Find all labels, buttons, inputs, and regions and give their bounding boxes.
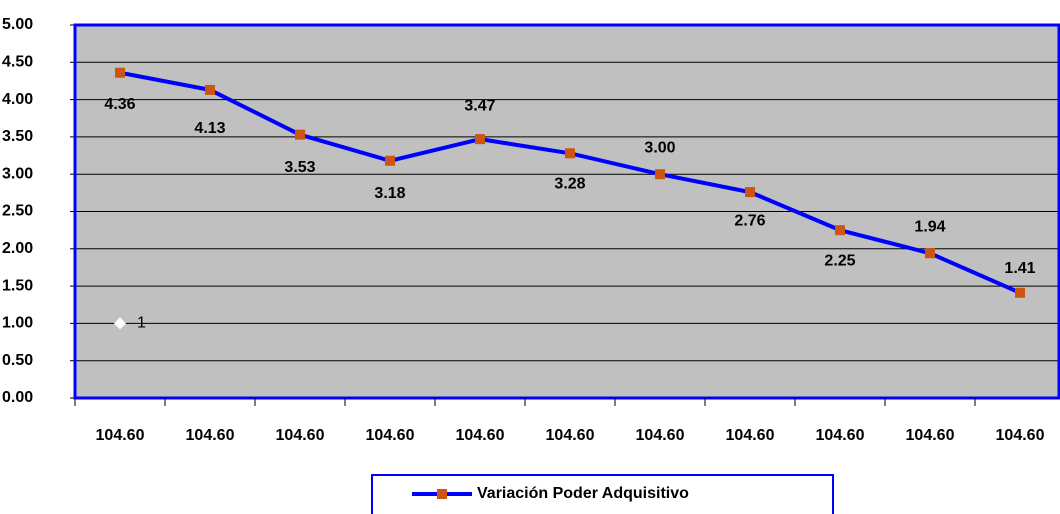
x-tick-label: 104.60	[456, 427, 505, 444]
y-tick-label: 5.00	[2, 16, 33, 33]
y-tick-label: 1.00	[2, 315, 33, 332]
point-marker	[1015, 287, 1025, 298]
x-tick-label: 104.60	[96, 427, 145, 444]
x-tick-label: 104.60	[906, 427, 955, 444]
point-marker	[565, 148, 575, 159]
data-label: 3.47	[464, 97, 495, 114]
point-marker	[925, 248, 935, 259]
point-marker	[835, 225, 845, 236]
data-label: 4.36	[104, 96, 135, 113]
point-marker	[205, 84, 215, 95]
legend-label: Variación Poder Adquisitivo	[477, 485, 689, 502]
x-tick-label: 104.60	[816, 427, 865, 444]
point-marker	[115, 67, 125, 78]
legend-marker	[437, 489, 447, 499]
y-tick-label: 4.50	[2, 54, 33, 71]
y-tick-label: 0.00	[2, 389, 33, 406]
x-tick-label: 104.60	[366, 427, 415, 444]
data-label: 1.41	[1004, 260, 1035, 277]
point-marker	[745, 187, 755, 198]
y-tick-label: 3.50	[2, 128, 33, 145]
y-tick-label: 2.50	[2, 203, 33, 220]
plot-border	[73, 23, 1060, 400]
y-tick-label: 4.00	[2, 91, 33, 108]
x-tick-label: 104.60	[186, 427, 235, 444]
point-marker	[295, 129, 305, 140]
x-tick-label: 104.60	[996, 427, 1045, 444]
x-tick-label: 104.60	[726, 427, 775, 444]
y-tick-label: 1.50	[2, 277, 33, 294]
data-label: 3.00	[644, 139, 675, 156]
data-label: 3.53	[284, 159, 315, 176]
data-label: 3.18	[374, 185, 405, 202]
point-marker	[475, 134, 485, 145]
y-tick-label: 0.50	[2, 352, 33, 369]
data-label: 2.25	[824, 252, 855, 269]
data-label: 4.13	[194, 120, 225, 137]
y-tick-label: 3.00	[2, 165, 33, 182]
x-tick-label: 104.60	[636, 427, 685, 444]
x-tick-label: 104.60	[546, 427, 595, 444]
data-label: 1.94	[914, 218, 945, 235]
point-marker	[114, 317, 126, 330]
y-tick-label: 2.00	[2, 240, 33, 257]
data-label: 3.28	[554, 176, 585, 193]
data-label: 1	[137, 315, 146, 332]
point-marker	[385, 155, 395, 166]
x-tick-label: 104.60	[276, 427, 325, 444]
data-label: 2.76	[734, 212, 765, 229]
point-marker	[655, 169, 665, 180]
